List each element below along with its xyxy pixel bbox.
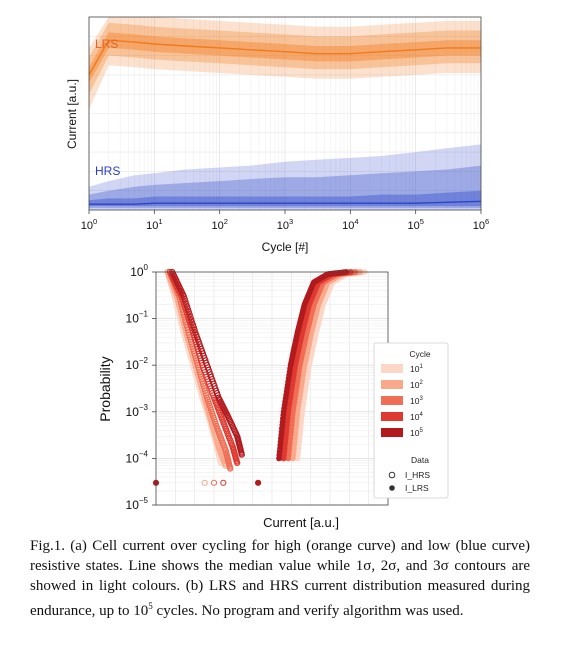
caption-part1: Fig.1. (a) Cell current over cycling for…: [30, 538, 530, 574]
hrs-point: [188, 316, 195, 323]
panel-b-points: [152, 268, 368, 486]
panel-a-grid: [88, 17, 481, 210]
legend-cycle-swatch: [381, 380, 403, 389]
caption-part2: , 2: [371, 558, 389, 574]
panel-b-y-ticks: 100 10−1 10−2 10−3 10−4 10−5: [126, 263, 156, 512]
panel-a-cycling-chart: 100 101 102 103 104 105 106 LRS HRS Current [a…: [65, 16, 489, 254]
panel-a-band-hrs-sigma1: [89, 190, 481, 207]
panel-b-distribution-chart: 100 10−1 10−2 10−3 10−4 10−5 Probability Curr…: [97, 263, 449, 530]
panel-b-y-tick-label: 10−2: [126, 356, 149, 372]
hrs-point: [186, 311, 193, 318]
panel-a-band-hrs-sigma2: [89, 165, 481, 209]
figure-canvas: 100 101 102 103 104 105 106 LRS HRS Current [a…: [65, 16, 489, 530]
panel-a-band-lrs-sigma3: [89, 17, 481, 110]
legend-cycle-swatch: [381, 428, 403, 437]
legend-cycle-label: 105: [410, 428, 423, 438]
panel-a-x-ticks: 100 101 102 103 104 105 106: [81, 210, 489, 232]
panel-a-x-tick-label: 103: [277, 217, 293, 232]
panel-a-bands: [89, 17, 481, 210]
panel-b-y-tick-label: 100: [130, 263, 148, 279]
legend-cycle-entries: 101 102 103 104 105: [381, 364, 423, 438]
caption-part5: cycles. No program and verify algorithm …: [152, 603, 464, 619]
panel-b-y-tick-label: 10−5: [126, 496, 149, 512]
panel-a-x-axis-label: Cycle [#]: [262, 240, 309, 254]
panel-a-annotation-hrs: HRS: [95, 164, 120, 178]
hrs-point: [183, 301, 190, 308]
panel-b-y-tick-label: 10−4: [126, 449, 149, 465]
panel-b-y-axis-label: Probability: [97, 356, 113, 421]
caption-sigma-1: σ: [363, 558, 372, 574]
legend-cycle-label: 102: [410, 380, 423, 390]
legend-cycle-label: 103: [410, 396, 423, 406]
caption-part3: , and 3: [396, 558, 441, 574]
panel-a-band-hrs-sigma3: [89, 144, 481, 210]
hrs-point: [238, 451, 245, 458]
panel-a-x-tick-label: 102: [211, 217, 227, 232]
panel-a-band-lrs-sigma2: [89, 22, 481, 95]
hrs-point: [182, 298, 189, 305]
legend-marker-open-circle: [388, 471, 396, 479]
panel-b-legend: Cycle 101 102 103 104 105 Data I_HRS I_LRS: [373, 342, 449, 499]
panel-b-x-axis-label: Current [a.u.]: [263, 515, 339, 530]
panel-b-y-tick-label: 10−3: [126, 403, 149, 419]
legend-cycle-label: 101: [410, 364, 423, 374]
legend-label-i-hrs: I_HRS: [405, 470, 430, 480]
legend-cycle-swatch: [381, 364, 403, 373]
legend-cycle-swatch: [381, 396, 403, 405]
caption-sigma-2: σ: [388, 558, 397, 574]
panel-a-x-tick-label: 105: [407, 217, 423, 232]
outlier-point: [201, 479, 208, 486]
panel-a-median-lines: [88, 39, 482, 205]
legend-label-i-lrs: I_LRS: [405, 483, 429, 493]
legend-marker-filled-circle: [389, 485, 395, 491]
panel-a-x-tick-label: 104: [342, 217, 358, 232]
panel-a-y-axis-label: Current [a.u.]: [65, 79, 79, 149]
legend-cycle-swatch: [381, 412, 403, 421]
panel-a-band-lrs-sigma1: [89, 32, 481, 83]
figure-caption: Fig.1. (a) Cell current over cycling for…: [30, 536, 530, 621]
caption-part4: contours are showed in light colours. (b…: [30, 558, 530, 619]
panel-a-x-tick-label: 100: [81, 217, 97, 232]
caption-sigma-3: σ: [440, 558, 449, 574]
panel-a-median-lrs: [88, 39, 481, 76]
outlier-point: [220, 479, 227, 486]
outlier-point: [210, 479, 218, 486]
panel-a-median-hrs: [89, 200, 482, 205]
panel-a-annotation-lrs: LRS: [95, 37, 118, 51]
legend-cycle-label: 104: [410, 412, 423, 422]
legend-cycle-title: Cycle: [409, 349, 431, 359]
caption-superscript: 5: [148, 601, 153, 611]
panel-a-x-tick-label: 101: [146, 217, 162, 232]
panel-b-y-tick-label: 10−1: [126, 310, 149, 326]
hrs-point: [185, 308, 192, 315]
outlier-point: [255, 479, 262, 486]
legend-data-title: Data: [411, 455, 429, 465]
hrs-point: [227, 465, 234, 472]
panel-a-x-tick-label: 106: [473, 217, 489, 232]
hrs-point: [234, 459, 241, 466]
